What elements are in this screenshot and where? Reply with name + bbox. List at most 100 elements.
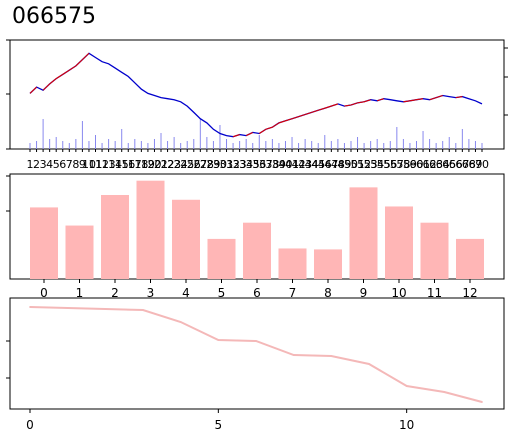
bar-2 (101, 195, 129, 279)
price-x-tick-label: 65 (442, 158, 456, 171)
price-up-segment (377, 98, 384, 102)
price-x-tick-label: 22 (161, 158, 175, 171)
price-x-tick-label: 29 (206, 158, 220, 171)
price-x-tick-label: 48 (331, 158, 345, 171)
price-up-segment (331, 103, 339, 107)
price-up-segment (429, 97, 437, 101)
price-up-segment (278, 120, 286, 124)
price-x-tick-label: 45 (311, 158, 325, 171)
price-up-segment (363, 99, 371, 103)
price-up-segment (435, 94, 443, 99)
price-x-tick-label: 11 (89, 158, 103, 171)
price-up-segment (324, 105, 332, 109)
price-x-tick-label: 39 (272, 158, 286, 171)
price-x-tick-label: 13 (102, 158, 116, 171)
price-x-tick-label: 4 (46, 158, 53, 171)
decline-point (142, 309, 144, 311)
price-x-tick-label: 31 (220, 158, 234, 171)
bar-11 (420, 222, 449, 279)
price-x-tick-label: 2 (33, 158, 40, 171)
price-x-tick-label: 14 (108, 158, 122, 171)
price-x-tick-label: 37 (259, 158, 273, 171)
price-x-tick-label: 24 (174, 158, 188, 171)
price-x-tick-label: 10 (82, 158, 96, 171)
bar-9 (349, 187, 378, 279)
price-x-tick-label: 1 (27, 158, 34, 171)
price-up-segment (455, 96, 463, 99)
price-x-tick-label: 63 (429, 158, 443, 171)
price-up-segment (409, 99, 417, 102)
price-x-tick-label: 34 (239, 158, 253, 171)
bar-4 (172, 199, 200, 279)
price-x-tick-label: 42 (292, 158, 306, 171)
price-up-segment (318, 107, 325, 111)
bar-x-tick-label: 2 (111, 286, 119, 300)
price-up-segment (55, 73, 64, 80)
decline-point (368, 363, 370, 365)
price-up-segment (29, 86, 37, 94)
price-x-tick-label: 66 (449, 158, 463, 171)
bar-x-tick-label: 10 (391, 286, 406, 300)
bar-6 (243, 222, 271, 279)
bar-7 (278, 248, 307, 279)
bar-3 (136, 180, 165, 279)
price-x-tick-label: 59 (403, 158, 417, 171)
price-x-tick-label: 51 (351, 158, 365, 171)
line-panel-frame (9, 297, 505, 410)
bar-x-tick-label: 5 (218, 286, 226, 300)
price-up-segment (344, 104, 352, 107)
price-x-tick-label: 16 (121, 158, 135, 171)
price-x-tick-label: 33 (233, 158, 247, 171)
price-x-tick-label: 40 (278, 158, 292, 171)
bar-1 (65, 225, 94, 279)
price-x-tick-label: 8 (72, 158, 79, 171)
price-up-segment (285, 118, 293, 122)
price-up-segment (69, 65, 77, 71)
bar-10 (385, 206, 413, 279)
bar-x-tick-label: 8 (324, 286, 332, 300)
bar-x-tick-label: 11 (427, 286, 442, 300)
decline-point (255, 340, 257, 342)
price-x-tick-label: 46 (318, 158, 332, 171)
price-x-tick-label: 49 (337, 158, 351, 171)
price-x-tick-label: 70 (475, 158, 489, 171)
decline-point (179, 321, 182, 323)
price-x-tick-label: 30 (213, 158, 227, 171)
price-x-tick-label: 6 (59, 158, 66, 171)
price-up-segment (265, 126, 273, 130)
price-up-segment (272, 122, 280, 128)
price-x-tick-label: 69 (468, 158, 482, 171)
price-x-tick-label: 68 (462, 158, 476, 171)
price-up-segment (291, 116, 299, 120)
line-x-tick-label: 5 (215, 418, 223, 432)
price-x-tick-label: 64 (436, 158, 450, 171)
decline-point (443, 391, 446, 393)
price-x-tick-label: 56 (383, 158, 397, 171)
price-x-tick-label: 41 (285, 158, 299, 171)
price-x-tick-label: 26 (187, 158, 201, 171)
price-line (29, 52, 483, 138)
price-x-tick-label: 5 (53, 158, 60, 171)
price-up-segment (311, 109, 319, 113)
bar-5 (207, 238, 236, 279)
price-x-tick-label: 54 (370, 158, 384, 171)
price-x-tick-label: 25 (180, 158, 194, 171)
bar-x-tick-label: 0 (40, 286, 48, 300)
decline-point (481, 401, 483, 403)
price-x-tick-label: 17 (128, 158, 142, 171)
bar-8 (314, 249, 342, 279)
bar-x-tick-label: 7 (289, 286, 297, 300)
price-x-tick-label: 58 (396, 158, 410, 171)
price-x-tick-label: 52 (357, 158, 371, 171)
price-x-tick-label: 19 (141, 158, 155, 171)
bar-x-tick-label: 9 (360, 286, 368, 300)
price-x-tick-label: 67 (455, 158, 469, 171)
price-up-segment (245, 131, 253, 137)
price-x-tick-label: 47 (324, 158, 338, 171)
price-x-tick-label: 3 (40, 158, 47, 171)
decline-point (66, 307, 69, 309)
chart-title: 066575 (12, 4, 96, 29)
price-x-tick-label: 7 (66, 158, 73, 171)
bar-x-tick-label: 12 (462, 286, 477, 300)
